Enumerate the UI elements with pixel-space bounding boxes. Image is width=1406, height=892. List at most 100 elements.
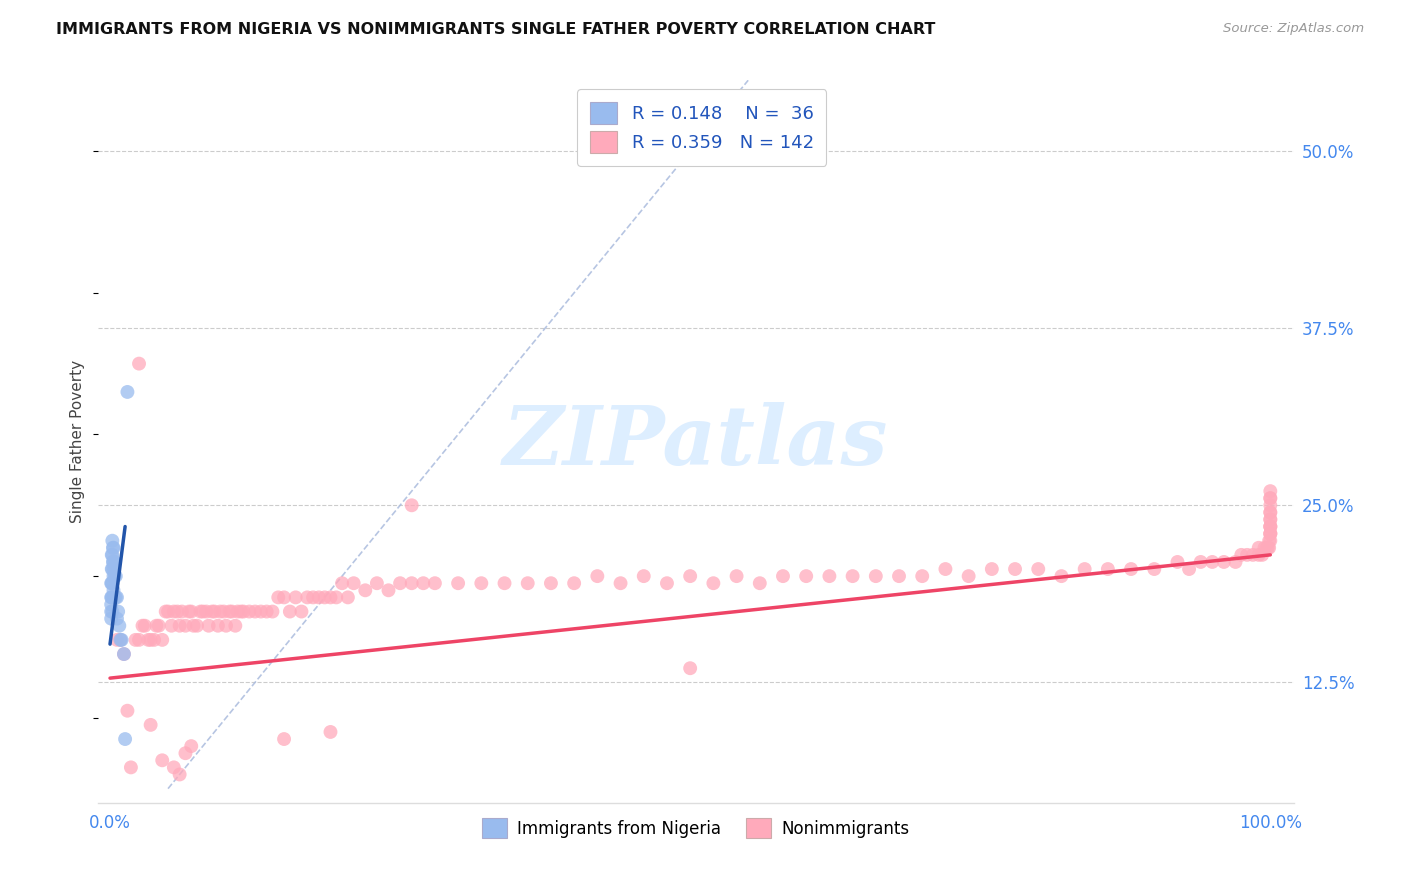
Point (101, 605, 124, 619)
Point (177, 605, 200, 619)
Point (124, 632, 146, 647)
Point (273, 732, 295, 747)
Point (155, 605, 177, 619)
Point (100, 598, 122, 612)
Point (224, 618, 246, 632)
Point (389, 576, 412, 591)
Point (209, 605, 232, 619)
Point (112, 647, 135, 661)
Point (103, 541, 125, 555)
Point (166, 605, 188, 619)
Point (679, 569, 702, 583)
Point (470, 576, 492, 591)
Point (100, 591, 122, 605)
Point (201, 605, 224, 619)
Point (170, 605, 193, 619)
Point (1247, 548, 1270, 562)
Point (157, 605, 180, 619)
Point (540, 576, 562, 591)
Point (1258, 533, 1281, 548)
Point (120, 760, 142, 774)
Point (377, 583, 399, 598)
Point (841, 569, 863, 583)
Point (1258, 533, 1281, 548)
Y-axis label: Single Father Poverty: Single Father Poverty (70, 360, 86, 523)
Point (1225, 555, 1247, 569)
Point (633, 569, 655, 583)
Point (197, 618, 219, 632)
Point (267, 591, 290, 605)
Point (101, 562, 124, 576)
Point (215, 618, 238, 632)
Point (136, 632, 159, 647)
Point (100, 562, 122, 576)
Point (243, 605, 266, 619)
Point (111, 632, 134, 647)
Point (865, 569, 887, 583)
Text: IMMIGRANTS FROM NIGERIA VS NONIMMIGRANTS SINGLE FATHER POVERTY CORRELATION CHART: IMMIGRANTS FROM NIGERIA VS NONIMMIGRANTS… (56, 22, 935, 37)
Point (562, 576, 585, 591)
Point (105, 632, 128, 647)
Point (250, 605, 273, 619)
Point (117, 704, 139, 718)
Point (1258, 526, 1281, 541)
Point (143, 632, 166, 647)
Point (100, 591, 122, 605)
Point (1143, 562, 1166, 576)
Point (278, 605, 301, 619)
Point (128, 632, 150, 647)
Point (1258, 519, 1281, 533)
Point (114, 732, 136, 747)
Point (1258, 512, 1281, 526)
Point (101, 555, 124, 569)
Point (139, 632, 162, 647)
Point (232, 605, 254, 619)
Point (105, 591, 128, 605)
Point (131, 618, 153, 632)
Point (104, 591, 127, 605)
Point (180, 605, 202, 619)
Point (1026, 562, 1049, 576)
Point (1258, 498, 1281, 512)
Point (103, 555, 125, 569)
Point (401, 576, 423, 591)
Point (1166, 555, 1188, 569)
Point (1201, 555, 1223, 569)
Point (702, 576, 724, 591)
Point (207, 618, 229, 632)
Point (412, 576, 434, 591)
Point (934, 562, 956, 576)
Point (262, 605, 284, 619)
Point (100, 576, 122, 591)
Point (957, 569, 980, 583)
Point (186, 618, 208, 632)
Point (1050, 569, 1073, 583)
Point (1257, 541, 1279, 555)
Point (516, 576, 538, 591)
Point (1253, 541, 1275, 555)
Point (1258, 519, 1281, 533)
Legend: Immigrants from Nigeria, Nonimmigrants: Immigrants from Nigeria, Nonimmigrants (475, 812, 917, 845)
Point (1004, 562, 1026, 576)
Point (273, 591, 295, 605)
Point (134, 618, 156, 632)
Point (314, 591, 336, 605)
Point (117, 384, 139, 399)
Point (284, 591, 307, 605)
Point (221, 605, 243, 619)
Point (319, 725, 342, 739)
Point (1258, 505, 1281, 519)
Point (447, 576, 470, 591)
Point (1178, 562, 1201, 576)
Point (169, 767, 191, 781)
Point (319, 591, 342, 605)
Point (107, 605, 129, 619)
Point (191, 605, 214, 619)
Point (1189, 555, 1212, 569)
Point (1097, 562, 1119, 576)
Point (183, 618, 205, 632)
Point (302, 591, 325, 605)
Point (100, 576, 122, 591)
Point (169, 618, 191, 632)
Point (226, 605, 249, 619)
